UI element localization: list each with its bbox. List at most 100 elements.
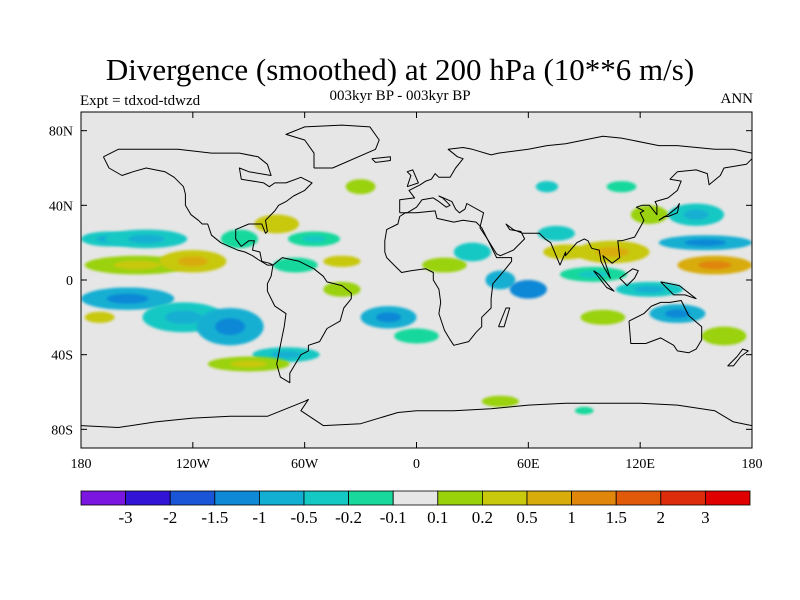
x-tick-label: 120E (625, 457, 655, 472)
blob-core (634, 285, 665, 293)
blob-outer (481, 395, 520, 407)
divergence-blob (649, 304, 706, 323)
colorbar-label: 0.5 (516, 508, 537, 527)
coastline (628, 300, 703, 354)
colorbar-swatch (169, 490, 216, 506)
blob-outer (323, 255, 361, 267)
coastlines (81, 124, 752, 428)
colorbar-swatch (437, 490, 483, 506)
coastline (619, 268, 639, 287)
divergence-blob (81, 287, 175, 310)
x-tick-label: 60E (517, 457, 540, 472)
blob-outer (323, 281, 361, 297)
divergence-blob (658, 235, 752, 251)
blob-outer (220, 229, 259, 249)
colorbar-label: 0.2 (472, 508, 493, 527)
blob-outer (574, 406, 594, 415)
colorbar-swatch (125, 490, 171, 506)
divergence-blob (453, 242, 492, 262)
colorbar-label: 1 (567, 508, 576, 527)
blob-outer (630, 205, 669, 225)
blob-outer (535, 181, 559, 193)
divergence-blob (668, 203, 725, 226)
x-tick-label: 120W (176, 457, 211, 472)
colorbar-swatch (705, 490, 751, 506)
blob-core (177, 256, 208, 267)
divergence-blob (360, 306, 417, 329)
blob-outer (422, 257, 467, 273)
blob-core (697, 260, 732, 270)
x-tick-label: 180 (742, 457, 763, 472)
blob-core (302, 235, 326, 243)
coastline (660, 281, 697, 300)
colorbar-swatch (571, 490, 617, 506)
coastline (384, 210, 513, 346)
blob-core (595, 246, 629, 258)
blob-core (165, 310, 202, 325)
colorbar-swatch (526, 490, 572, 506)
map-title: Divergence (smoothed) at 200 hPa (10**6 … (105, 52, 695, 87)
blob-outer (394, 328, 439, 344)
blob-core (684, 239, 727, 247)
blob-core (270, 351, 302, 359)
divergence-blob (323, 255, 361, 267)
coastline (371, 156, 391, 163)
colorbar-swatch (303, 490, 349, 506)
divergence-blob (537, 225, 575, 241)
divergence-blob (630, 205, 669, 225)
blob-outer (272, 257, 318, 273)
colorbar-swatch (214, 490, 260, 506)
x-tick-label: 0 (413, 457, 420, 472)
y-tick-label: 80N (49, 125, 73, 140)
blob-outer (701, 326, 747, 346)
divergence-blob (509, 280, 547, 299)
colorbar-label: -1.5 (201, 508, 228, 527)
coastline (81, 399, 752, 428)
colorbar-label: 3 (701, 508, 710, 527)
coastline (498, 307, 511, 328)
divergence-blob (615, 281, 684, 297)
divergence-blob (254, 214, 300, 234)
colorbar-swatch (660, 490, 706, 506)
y-tick-label: 40N (49, 199, 73, 214)
divergence-blob (207, 356, 290, 372)
divergence-blob (606, 181, 637, 193)
colorbar-label: 2 (657, 508, 666, 527)
colorbar-label: -2 (163, 508, 177, 527)
blob-outer (84, 311, 115, 323)
divergence-blob (159, 250, 227, 273)
colorbar-label: 0.1 (427, 508, 448, 527)
divergence-blob (84, 311, 115, 323)
blob-outer (580, 309, 626, 325)
y-tick-label: 0 (66, 274, 73, 289)
coastline (406, 169, 419, 188)
blob-outer (254, 214, 300, 234)
blob-outer (537, 225, 575, 241)
blob-core (664, 309, 691, 318)
colorbar-swatch (481, 490, 528, 506)
blob-core (106, 293, 149, 304)
blob-core (683, 209, 709, 220)
y-tick-label: 80S (51, 423, 73, 438)
season-label: ANN (720, 91, 754, 107)
colorbar-swatch (392, 490, 439, 506)
blob-core (230, 360, 268, 368)
coastline (479, 158, 752, 279)
divergence-blob (220, 229, 259, 249)
blob-core (215, 318, 246, 336)
divergence-blob (345, 179, 376, 195)
coastline (658, 203, 680, 221)
divergence-blob (481, 395, 520, 407)
map-subtitle: 003kyr BP - 003kyr BP (329, 88, 471, 104)
divergence-blob (701, 326, 747, 346)
divergence-blob (677, 255, 752, 275)
divergence-blob (560, 266, 628, 282)
colorbar-swatch (258, 490, 305, 506)
divergence-blob (272, 257, 318, 273)
colorbar-label: 1.5 (606, 508, 627, 527)
blob-core (127, 234, 165, 244)
divergence-blob (535, 181, 559, 193)
blob-core (578, 271, 609, 278)
colorbar: -3 -2 -1.5 -1 -0.5 -0.2 -0.1 0.1 0.2 0.5 1 1.5 2 3 (80, 490, 751, 527)
